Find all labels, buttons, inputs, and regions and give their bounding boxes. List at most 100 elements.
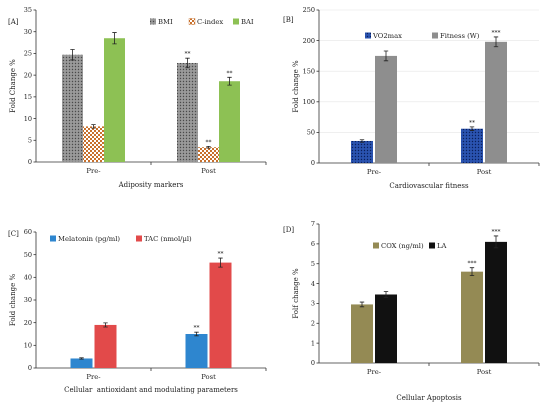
bar-vo2max <box>351 140 373 163</box>
y-tick-label: 10 <box>24 342 32 350</box>
error-bar <box>359 301 365 308</box>
error-bar <box>469 126 475 131</box>
legend-swatch <box>365 32 371 39</box>
legend-label: Melatonin (pg/ml) <box>58 235 120 243</box>
x-axis-title: Cellular antioxidant and modulating para… <box>64 386 238 394</box>
chart-svg-d: 0 1 2 3 4 5 6 7 Folf change % [D] Pre- Post *** *** Ce… <box>283 220 540 402</box>
chart-panel-a: 0 5 10 15 20 25 30 35 Fold Change % [A] Pre- Post **… <box>2 2 274 200</box>
y-tick-label: 50 <box>24 251 32 259</box>
significance-marker: ** <box>469 119 475 126</box>
x-category-label: Pre- <box>86 167 100 175</box>
y-axis-title: Fold change % <box>9 274 17 327</box>
significance-marker: ** <box>194 325 200 332</box>
y-tick-label: 15 <box>24 93 32 101</box>
bar-melatonin-pg-ml <box>185 334 208 368</box>
panel-label: [C] <box>8 230 19 238</box>
bar-cox-ng-ml <box>351 304 373 363</box>
x-category-label: Post <box>201 373 216 381</box>
panel-label: [D] <box>283 226 294 234</box>
y-axis-title: Folf change % <box>292 268 300 319</box>
y-tick-label: 30 <box>24 296 32 304</box>
bar-melatonin-pg-ml <box>70 358 93 368</box>
y-tick-label: 150 <box>303 67 315 75</box>
error-bar <box>194 331 199 337</box>
significance-marker: ** <box>185 51 191 58</box>
error-bar <box>185 57 190 69</box>
legend-swatch <box>373 242 379 249</box>
y-tick-label: 4 <box>311 280 315 288</box>
chart-panel-c: 0 10 20 30 40 50 60 Fold change % [C] Pre- Post ** *… <box>2 208 274 406</box>
y-tick-label: 60 <box>24 228 32 236</box>
x-category-label: Post <box>477 168 492 176</box>
panel-label: [B] <box>283 16 294 24</box>
bar-c-index <box>198 147 219 162</box>
error-bar <box>112 32 117 45</box>
y-tick-label: 200 <box>303 37 315 45</box>
legend-label: TAC (nmol/µl) <box>144 235 192 243</box>
bar-vo2max <box>461 128 483 163</box>
bar-cox-ng-ml <box>461 271 483 363</box>
x-category-label: Post <box>201 167 216 175</box>
y-tick-label: 10 <box>24 115 32 123</box>
error-bar <box>91 124 96 129</box>
y-tick-label: 40 <box>24 274 32 282</box>
y-tick-label: 30 <box>24 28 32 36</box>
error-bar <box>493 235 499 249</box>
legend-label: VO2max <box>372 32 402 40</box>
bar-bai <box>104 38 125 162</box>
error-bar <box>206 145 211 149</box>
error-bar <box>70 49 75 61</box>
significance-marker: ** <box>227 70 233 77</box>
y-tick-label: 3 <box>311 300 315 308</box>
bar-c-index <box>83 126 104 162</box>
legend-label: Fitness (W) <box>440 32 480 40</box>
bar-tac-nmol-l <box>209 262 232 368</box>
y-tick-label: 0 <box>311 159 315 167</box>
significance-marker: ** <box>218 251 224 258</box>
y-tick-label: 20 <box>24 319 32 327</box>
y-tick-label: 1 <box>311 339 315 347</box>
error-bar <box>359 139 365 143</box>
y-axis-title: Fold Change % <box>9 59 17 113</box>
y-tick-label: 7 <box>311 220 315 228</box>
y-tick-label: 20 <box>24 71 32 79</box>
legend-label: COX (ng/ml) <box>381 242 424 250</box>
y-tick-label: 100 <box>303 98 315 106</box>
bar-bmi <box>62 54 83 162</box>
x-axis-title: Cellular Apoptosis <box>396 394 462 402</box>
bar-bai <box>219 81 240 162</box>
error-bar <box>383 291 389 298</box>
panel-label: [A] <box>8 18 19 26</box>
legend-label: C-index <box>197 18 223 26</box>
y-tick-label: 0 <box>28 364 32 372</box>
y-tick-label: 2 <box>311 319 315 327</box>
bar-fitness-w <box>375 55 397 163</box>
x-category-label: Pre- <box>367 368 381 376</box>
bar-la <box>375 294 397 363</box>
y-tick-label: 50 <box>307 129 315 137</box>
bar-tac-nmol-l <box>94 324 117 368</box>
error-bar <box>103 322 108 328</box>
y-tick-label: 35 <box>24 6 32 14</box>
y-tick-label: 6 <box>311 240 315 248</box>
y-tick-label: 5 <box>28 136 32 144</box>
legend-swatch <box>136 235 142 242</box>
legend-label: BAI <box>241 18 254 26</box>
x-category-label: Post <box>477 368 492 376</box>
error-bar <box>218 257 223 268</box>
error-bar <box>227 76 232 86</box>
significance-marker: *** <box>492 228 501 235</box>
error-bar <box>493 36 499 48</box>
legend-swatch <box>432 32 438 39</box>
y-tick-label: 0 <box>28 158 32 166</box>
legend-swatch <box>50 235 56 242</box>
legend-label: LA <box>437 242 447 250</box>
chart-panel-d: 0 1 2 3 4 5 6 7 Folf change % [D] Pre- Post *** *** Ce… <box>279 208 548 406</box>
y-tick-label: 25 <box>24 50 32 58</box>
legend-swatch <box>429 242 435 249</box>
x-axis-title: Adiposity markers <box>118 181 184 189</box>
error-bar <box>79 357 84 360</box>
y-tick-label: 250 <box>303 6 315 14</box>
y-tick-label: 5 <box>311 260 315 268</box>
significance-marker: *** <box>492 29 501 36</box>
